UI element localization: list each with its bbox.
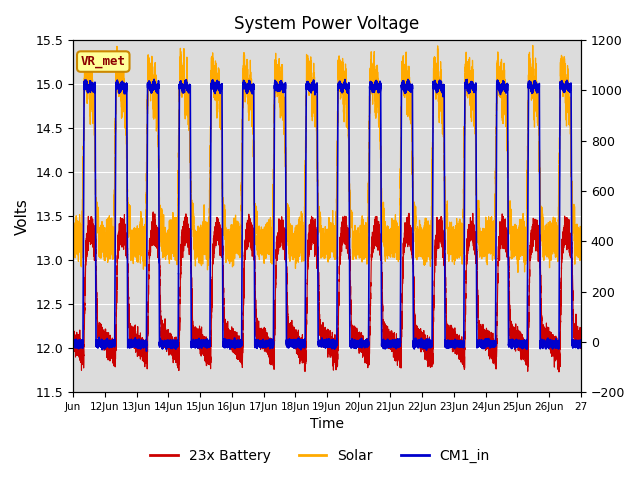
Text: VR_met: VR_met [81,55,126,68]
X-axis label: Time: Time [310,418,344,432]
Y-axis label: Volts: Volts [15,198,30,235]
Legend: 23x Battery, Solar, CM1_in: 23x Battery, Solar, CM1_in [145,443,495,468]
Title: System Power Voltage: System Power Voltage [234,15,420,33]
